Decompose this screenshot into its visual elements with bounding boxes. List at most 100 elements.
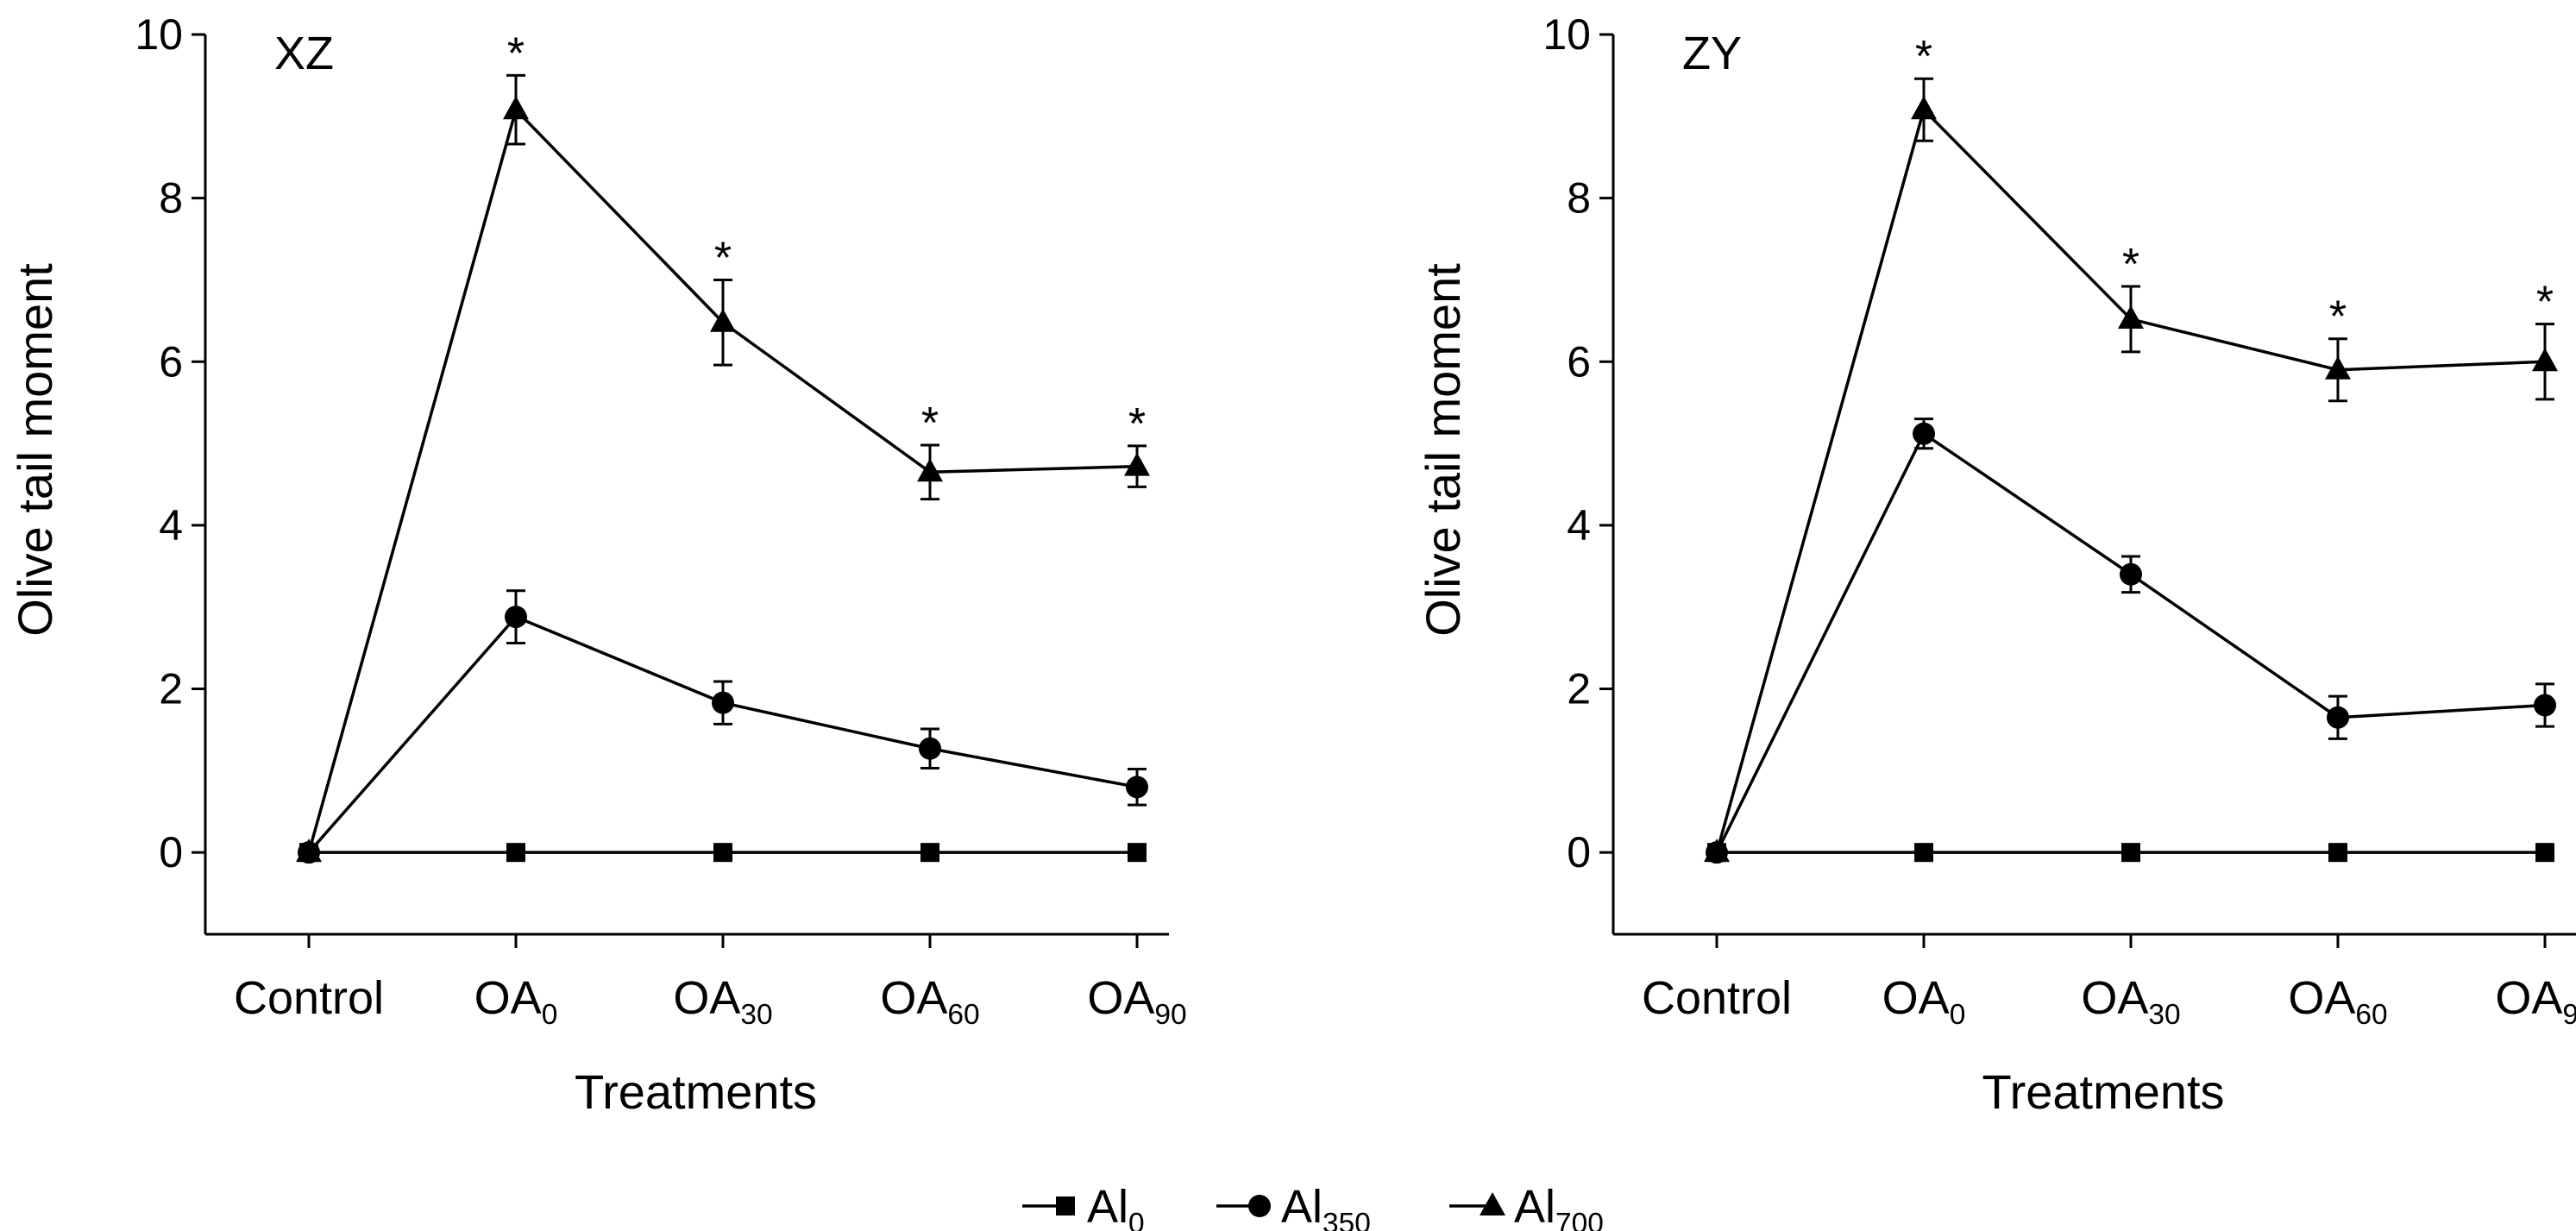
zy-x-tick-label-sub: 90 <box>2562 999 2576 1031</box>
zy-series-line <box>1715 431 2546 853</box>
zy-x-tick-label: OA30 <box>2081 972 2180 1031</box>
zy-x-tick-label-base: OA <box>2495 972 2562 1024</box>
zy-x-tick-label: OA60 <box>2288 972 2387 1031</box>
legend-label-base: Al <box>1514 1181 1555 1231</box>
xz-x-tick-label-sub: 0 <box>542 999 558 1031</box>
zy-x-tick-label-sub: 0 <box>1950 999 1966 1031</box>
zy-data-point <box>2327 706 2349 729</box>
xz-x-tick-label-base: OA <box>1087 972 1154 1024</box>
zy-data-point <box>2328 843 2347 863</box>
zy-x-tick-label: OA0 <box>1882 972 1966 1031</box>
xz-y-tick-label: 8 <box>159 174 183 223</box>
xz-x-tick-label-sub: 30 <box>740 999 772 1031</box>
panel-zy: 0246810ControlOA0OA30OA60OA90TreatmentsO… <box>1416 10 2576 1119</box>
zy-data-point <box>2534 694 2556 717</box>
zy-data-point <box>2535 843 2554 863</box>
xz-data-point <box>1128 843 1147 863</box>
legend-label: Al700 <box>1514 1181 1604 1231</box>
zy-series-line <box>1715 106 2546 853</box>
zy-data-point <box>1914 843 1933 863</box>
zy-x-tick-label: OA90 <box>2495 972 2576 1031</box>
xz-series-line <box>307 615 1138 854</box>
xz-y-axis-title: Olive tail moment <box>8 263 62 637</box>
xz-y-tick-label: 10 <box>135 10 183 59</box>
xz-series-square <box>299 843 1147 863</box>
zy-y-tick-label: 0 <box>1567 828 1591 876</box>
zy-x-tick-label-base: OA <box>1882 972 1950 1024</box>
xz-series-line <box>307 106 1138 853</box>
xz-data-point <box>712 691 734 714</box>
xz-x-tick-label-sub: 90 <box>1154 999 1186 1031</box>
zy-significance-marker: * <box>2329 292 2347 342</box>
zy-y-tick-label: 2 <box>1567 665 1591 713</box>
xz-significance-marker: * <box>921 399 939 449</box>
zy-data-point <box>1704 838 1730 863</box>
xz-significance-marker: * <box>507 28 525 79</box>
legend-marker-triangle <box>1480 1192 1505 1215</box>
xz-y-tick-label: 2 <box>159 665 183 713</box>
xz-x-tick-label-base: OA <box>880 972 947 1024</box>
zy-significance-marker: * <box>1915 32 1932 82</box>
xz-data-point <box>917 458 943 482</box>
legend-label-sub: 700 <box>1555 1208 1604 1231</box>
zy-data-point <box>1911 96 1937 120</box>
xz-data-point <box>505 606 527 629</box>
xz-data-point <box>1124 452 1150 476</box>
xz-data-point <box>920 843 939 863</box>
zy-x-axis-title: Treatments <box>1982 1065 2224 1119</box>
zy-x-tick-label-base: OA <box>2081 972 2148 1024</box>
legend-label: Al350 <box>1281 1181 1371 1231</box>
zy-panel-label: ZY <box>1682 28 1742 79</box>
zy-y-tick-label: 6 <box>1567 337 1591 386</box>
zy-x-tick-label-base: Control <box>1642 972 1792 1024</box>
legend-label-sub: 350 <box>1323 1208 1371 1231</box>
xz-panel-label: XZ <box>274 28 334 79</box>
zy-series-square <box>1707 843 2554 863</box>
zy-data-point <box>2118 305 2144 329</box>
xz-x-tick-label: OA0 <box>474 972 558 1031</box>
zy-x-tick-label-sub: 60 <box>2355 999 2387 1031</box>
xz-data-point <box>506 843 525 863</box>
legend-label: Al0 <box>1087 1181 1145 1231</box>
legend-label-base: Al <box>1281 1181 1323 1231</box>
zy-y-tick-label: 8 <box>1567 174 1591 223</box>
zy-y-tick-label: 4 <box>1567 501 1591 550</box>
legend-label-sub: 0 <box>1128 1208 1145 1231</box>
zy-series-triangle: * * * * <box>1704 32 2558 863</box>
zy-x-tick-label: Control <box>1642 972 1792 1024</box>
xz-x-tick-label-base: OA <box>474 972 542 1024</box>
xz-x-axis-title: Treatments <box>575 1065 817 1119</box>
zy-x-tick-label-base: OA <box>2288 972 2355 1024</box>
xz-data-point <box>503 96 529 120</box>
xz-data-point <box>1126 776 1148 799</box>
xz-x-tick-label-base: Control <box>234 972 384 1024</box>
zy-data-point <box>2120 562 2142 586</box>
xz-y-tick-label: 4 <box>159 501 183 550</box>
xz-x-tick-label: OA60 <box>880 972 979 1031</box>
xz-significance-marker: * <box>714 233 732 283</box>
xz-y-tick-label: 0 <box>159 828 183 876</box>
xz-data-point <box>296 838 322 863</box>
zy-data-point <box>2121 843 2140 863</box>
legend-marker-square <box>1056 1196 1075 1215</box>
zy-series-circle <box>1706 418 2556 864</box>
xz-series-triangle: * * * * <box>296 28 1150 863</box>
legend-label-base: Al <box>1087 1181 1128 1231</box>
zy-y-tick-label: 10 <box>1542 10 1591 59</box>
xz-x-tick-label-sub: 60 <box>947 999 979 1031</box>
legend: Al0 Al350 Al700 <box>1022 1181 1604 1231</box>
xz-significance-marker: * <box>1128 399 1146 449</box>
zy-data-point <box>1913 422 1935 445</box>
zy-significance-marker: * <box>2122 240 2139 290</box>
zy-x-tick-label-sub: 30 <box>2148 999 2180 1031</box>
xz-data-point <box>710 308 736 332</box>
xz-series-circle <box>298 589 1148 864</box>
zy-significance-marker: * <box>2536 278 2554 328</box>
xz-x-tick-label-base: OA <box>673 972 740 1024</box>
xz-data-point <box>919 737 941 760</box>
zy-data-point <box>2532 348 2558 372</box>
xz-data-point <box>713 843 732 863</box>
xz-x-tick-label: OA30 <box>673 972 772 1031</box>
